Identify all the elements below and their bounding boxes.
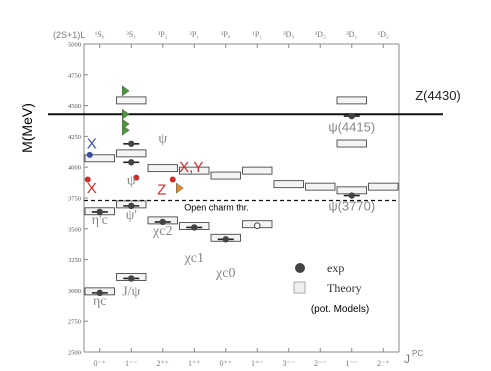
exotic-triangle xyxy=(122,118,130,130)
bottom-jpc-labels: 0⁻⁺ 1⁻⁻ 2⁺⁺ 1⁺⁺ 0⁺⁺ 1⁺⁻ 3⁻⁻ 2⁻⁻ 1⁻⁻ 2⁻⁺ J PC xyxy=(94,348,423,368)
exp-point xyxy=(159,218,166,226)
x-tick-label: 3⁻⁻ xyxy=(283,359,295,368)
x-tick-label: 1⁺⁺ xyxy=(188,359,200,368)
exp-point xyxy=(96,289,103,297)
legend-theory-marker xyxy=(293,281,306,294)
exotic-triangle xyxy=(122,108,130,120)
y-tick-label: 3250 xyxy=(68,257,81,264)
top-label: ³P₂ xyxy=(158,30,168,39)
exotic-point xyxy=(169,176,176,183)
x-tick-label: 1⁻⁻ xyxy=(125,359,137,368)
theory-level xyxy=(336,139,367,148)
exp-point xyxy=(348,112,355,120)
exotic-point xyxy=(84,176,91,183)
state-annotations: ηc J/ψ χc2 χc1 χc0 η'c ψ' ψ ψ ψ(4415) ψ(3770) X X X,Y… xyxy=(87,119,375,309)
x-axis-title-sup: PC xyxy=(412,349,423,358)
top-label: ³S₁ xyxy=(126,30,136,39)
top-spectroscopic-labels: (2S+1)L ¹S₀ ³S₁ ³P₂ ³P₁ ³P₀ ¹P₁ ³D₃ ³D₂ ³D₁ ¹D₂ xyxy=(53,30,389,48)
y-tick-label: 4000 xyxy=(68,165,81,172)
theory-level xyxy=(368,182,399,191)
experimental-points xyxy=(91,112,360,297)
state-label: η'c xyxy=(92,213,108,228)
y-tick-label: 2500 xyxy=(68,350,81,357)
exp-point-open xyxy=(253,222,261,230)
state-label: ψ' xyxy=(126,208,137,223)
exotic-states xyxy=(84,85,184,194)
top-label: ¹S₀ xyxy=(95,30,105,39)
exp-point xyxy=(96,208,103,216)
top-label: ³D₁ xyxy=(346,30,357,39)
state-label: χc0 xyxy=(215,266,235,281)
top-prefix-label: (2S+1)L xyxy=(53,30,85,40)
state-label: ψ xyxy=(158,132,167,147)
state-label: X,Y xyxy=(179,159,203,176)
theory-level xyxy=(210,171,241,180)
x-tick-label: 2⁺⁺ xyxy=(157,359,169,368)
x-tick-label: 2⁻⁻ xyxy=(314,359,326,368)
z4430-label: Z(4430) xyxy=(415,88,461,103)
y-axis-ticks: M(MeV) 2500 2750 3000 3250 3500 3750 4000 4250 45… xyxy=(19,42,88,357)
theory-level xyxy=(179,166,210,175)
top-label: ³D₃ xyxy=(283,30,294,39)
exp-point xyxy=(128,159,135,166)
x-tick-label: 0⁻⁺ xyxy=(94,359,106,368)
theory-level xyxy=(116,149,147,158)
theory-level xyxy=(116,96,147,105)
state-label: ψ(3770) xyxy=(328,198,375,213)
theory-level xyxy=(242,166,273,175)
y-tick-label: 4500 xyxy=(68,103,81,110)
top-label: ³P₁ xyxy=(189,30,199,39)
top-label: ³D₂ xyxy=(315,30,326,39)
theory-level xyxy=(147,164,178,173)
x-tick-label: 1⁺⁻ xyxy=(251,359,263,368)
state-label: χc1 xyxy=(184,251,204,266)
legend-exp-label: exp xyxy=(327,261,344,275)
exp-point xyxy=(128,275,135,282)
legend: exp Theory (pot. Models) xyxy=(293,261,369,315)
exp-point xyxy=(128,140,135,147)
top-label: ³P₀ xyxy=(221,30,231,39)
exp-point xyxy=(191,224,198,231)
state-label: ψ xyxy=(127,173,136,188)
x-tick-label: 1⁻⁻ xyxy=(346,359,358,368)
x-tick-label: 0⁺⁺ xyxy=(220,359,232,368)
state-label: J/ψ xyxy=(122,284,140,299)
state-label: χc2 xyxy=(152,224,172,239)
top-label: ¹D₂ xyxy=(378,30,389,39)
theory-level xyxy=(336,96,367,105)
y-axis-title: M(MeV) xyxy=(19,103,35,153)
legend-note: (pot. Models) xyxy=(311,304,369,315)
state-label: X xyxy=(87,136,97,153)
exotic-point xyxy=(86,151,93,158)
y-tick-label: 3750 xyxy=(68,196,81,203)
top-label: ¹P₁ xyxy=(252,30,262,39)
exotic-point xyxy=(133,174,140,181)
x-tick-label: 2⁻⁺ xyxy=(377,359,389,368)
y-tick-label: 2750 xyxy=(68,319,81,326)
exotic-triangle xyxy=(122,85,130,97)
legend-exp-marker xyxy=(295,263,305,273)
y-tick-label: 4250 xyxy=(68,134,81,141)
state-label: X xyxy=(87,180,97,197)
theory-level xyxy=(273,180,304,189)
legend-theory-label: Theory xyxy=(327,281,362,295)
exp-point xyxy=(222,236,229,243)
reference-lines: Z(4430) Open charm thr. xyxy=(48,88,461,212)
y-tick-label: 3500 xyxy=(68,226,81,233)
x-axis-title: J xyxy=(404,352,410,366)
exp-point xyxy=(348,192,355,199)
theory-level xyxy=(84,154,115,163)
open-charm-threshold-label: Open charm thr. xyxy=(184,202,249,212)
theory-level xyxy=(305,182,336,191)
state-label: ηc xyxy=(93,294,107,309)
exp-point xyxy=(128,202,135,210)
state-label: Z xyxy=(157,181,166,198)
y-tick-label: 4750 xyxy=(68,72,81,79)
y-tick-label: 5000 xyxy=(68,42,81,49)
y-tick-label: 3000 xyxy=(68,288,81,295)
state-label: ψ(4415) xyxy=(328,119,375,134)
exotic-triangle xyxy=(176,182,184,194)
